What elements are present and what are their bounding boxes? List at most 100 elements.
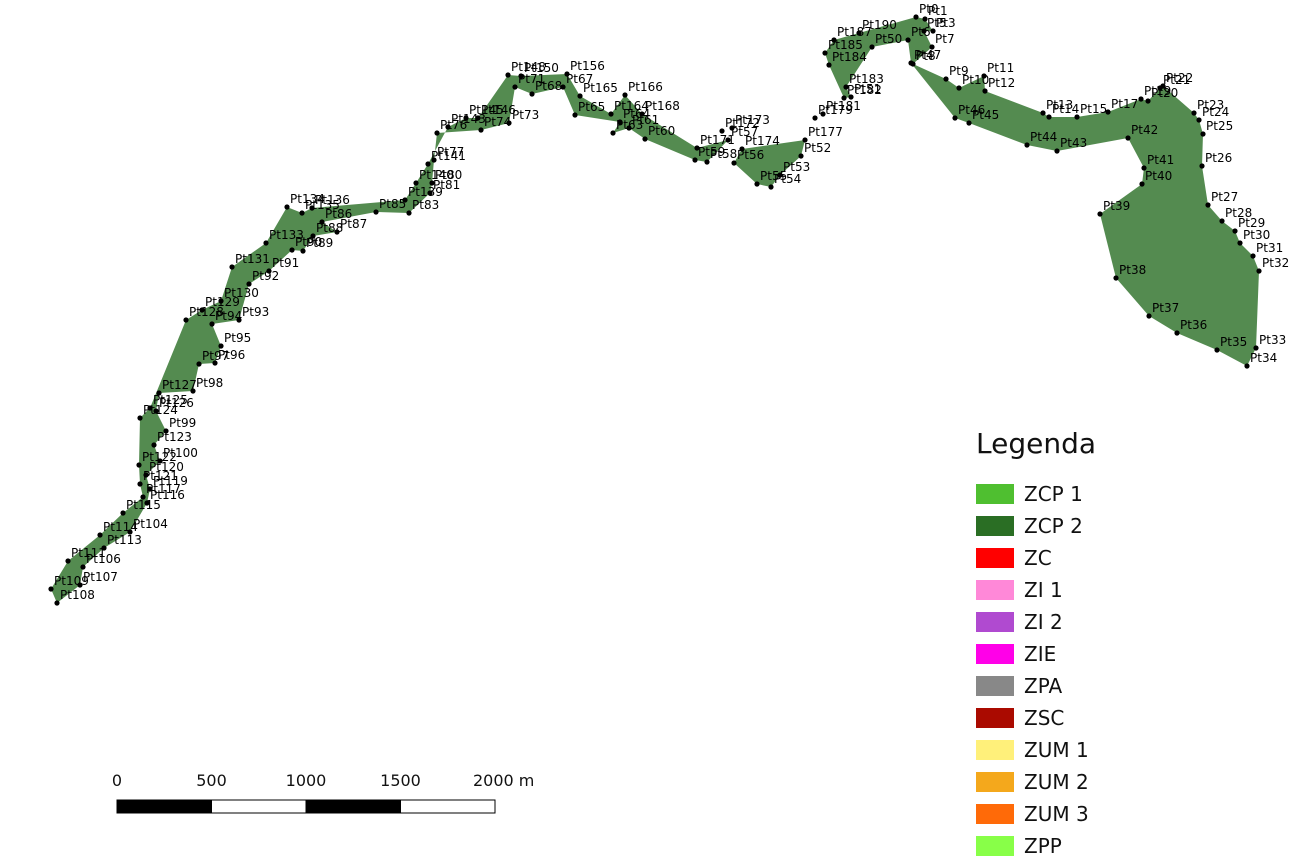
point-label: Pt60	[648, 124, 675, 138]
scale-bar-segment	[211, 799, 307, 814]
survey-point-marker	[54, 600, 60, 606]
point-label: Pt28	[1225, 206, 1252, 220]
point-label: Pt121	[143, 469, 178, 483]
point-label: Pt117	[146, 482, 181, 496]
survey-point-marker	[156, 390, 162, 396]
point-label: Pt177	[808, 125, 843, 139]
survey-point-marker	[445, 124, 451, 130]
legend-item: ZC	[976, 542, 1276, 574]
survey-point-marker	[529, 91, 535, 97]
point-label: Pt83	[412, 198, 439, 212]
point-label: Pt5	[927, 16, 947, 30]
survey-point-marker	[1256, 268, 1262, 274]
legend-swatch	[976, 804, 1014, 824]
point-label: Pt104	[133, 517, 168, 531]
point-label: Pt26	[1205, 151, 1232, 165]
point-label: Pt15	[1080, 102, 1107, 116]
point-label: Pt0	[919, 2, 939, 16]
survey-point-marker	[236, 317, 242, 323]
survey-point-marker	[922, 16, 928, 22]
point-label: Pt36	[1180, 318, 1207, 332]
point-label: Pt95	[224, 331, 251, 345]
scale-bar: 0 500 1000 1500 2000 m	[112, 771, 534, 814]
legend-label: ZCP 1	[1024, 482, 1083, 506]
survey-point-marker	[725, 137, 731, 143]
survey-point-marker	[626, 125, 632, 131]
point-label: Pt182	[847, 83, 882, 97]
point-label: Pt122	[142, 450, 177, 464]
survey-point-marker	[1145, 98, 1151, 104]
point-label: Pt184	[832, 50, 867, 64]
point-label: Pt185	[828, 38, 863, 52]
survey-point-marker	[848, 94, 854, 100]
point-label: Pt146	[481, 103, 516, 117]
survey-point-marker	[856, 30, 862, 36]
survey-point-marker	[153, 408, 159, 414]
point-label: Pt46	[958, 103, 985, 117]
survey-point-marker	[754, 181, 760, 187]
point-label: Pt174	[745, 134, 780, 148]
survey-point-marker	[137, 415, 143, 421]
survey-point-marker	[429, 180, 435, 186]
survey-point-marker	[505, 72, 511, 78]
survey-point-marker	[127, 529, 133, 535]
survey-point-marker	[1253, 345, 1259, 351]
survey-point-marker	[1199, 163, 1205, 169]
legend-swatch	[976, 484, 1014, 504]
survey-point-marker	[952, 115, 958, 121]
survey-point-marker	[309, 205, 315, 211]
legend-label: ZPA	[1024, 674, 1063, 698]
point-label: Pt42	[1131, 123, 1158, 137]
scale-bar-segment	[305, 799, 401, 814]
legend-title: Legenda	[976, 427, 1097, 460]
legend-label: ZUM 1	[1024, 738, 1089, 762]
survey-point-marker	[289, 247, 295, 253]
point-label: Pt41	[1147, 153, 1174, 167]
point-label: Pt145	[469, 103, 504, 117]
survey-point-marker	[802, 137, 808, 143]
survey-point-marker	[434, 130, 440, 136]
point-label: Pt29	[1238, 216, 1265, 230]
point-label: Pt130	[224, 286, 259, 300]
point-label: Pt61	[632, 113, 659, 127]
point-label: Pt30	[1243, 228, 1270, 242]
point-label: Pt10	[962, 73, 989, 87]
survey-point-marker	[196, 361, 202, 367]
point-label: Pt14	[1052, 102, 1079, 116]
survey-point-marker	[229, 264, 235, 270]
survey-point-marker	[1219, 218, 1225, 224]
point-label: Pt150	[524, 61, 559, 75]
point-label: Pt134	[290, 192, 325, 206]
point-label: Pt12	[988, 76, 1015, 90]
point-label: Pt23	[1197, 98, 1224, 112]
legend-item: ZSC	[976, 702, 1276, 734]
survey-point-marker	[843, 84, 849, 90]
survey-point-marker	[147, 405, 153, 411]
survey-points-layer	[48, 14, 1262, 606]
point-label: Pt108	[60, 588, 95, 602]
point-label: Pt58	[710, 147, 737, 161]
point-label: Pt172	[725, 116, 760, 130]
survey-point-marker	[190, 388, 196, 394]
survey-point-marker	[97, 532, 103, 538]
point-label: Pt89	[306, 236, 333, 250]
survey-point-marker	[731, 160, 737, 166]
point-label: Pt24	[1202, 105, 1229, 119]
legend-item: ZI 1	[976, 574, 1276, 606]
point-label: Pt27	[1211, 190, 1238, 204]
point-label: Pt120	[149, 460, 184, 474]
survey-point-marker	[639, 111, 645, 117]
legend-swatch	[976, 836, 1014, 856]
point-label: Pt88	[316, 221, 343, 235]
point-label: Pt107	[83, 570, 118, 584]
point-label: Pt98	[196, 376, 223, 390]
survey-point-marker	[1074, 114, 1080, 120]
survey-point-marker	[137, 481, 143, 487]
point-label: Pt32	[1262, 256, 1289, 270]
point-label: Pt19	[1144, 84, 1171, 98]
point-label: Pt85	[379, 197, 406, 211]
point-label: Pt52	[804, 141, 831, 155]
legend-label: ZPP	[1024, 834, 1062, 858]
legend-label: ZUM 2	[1024, 770, 1089, 794]
survey-point-marker	[463, 115, 469, 121]
